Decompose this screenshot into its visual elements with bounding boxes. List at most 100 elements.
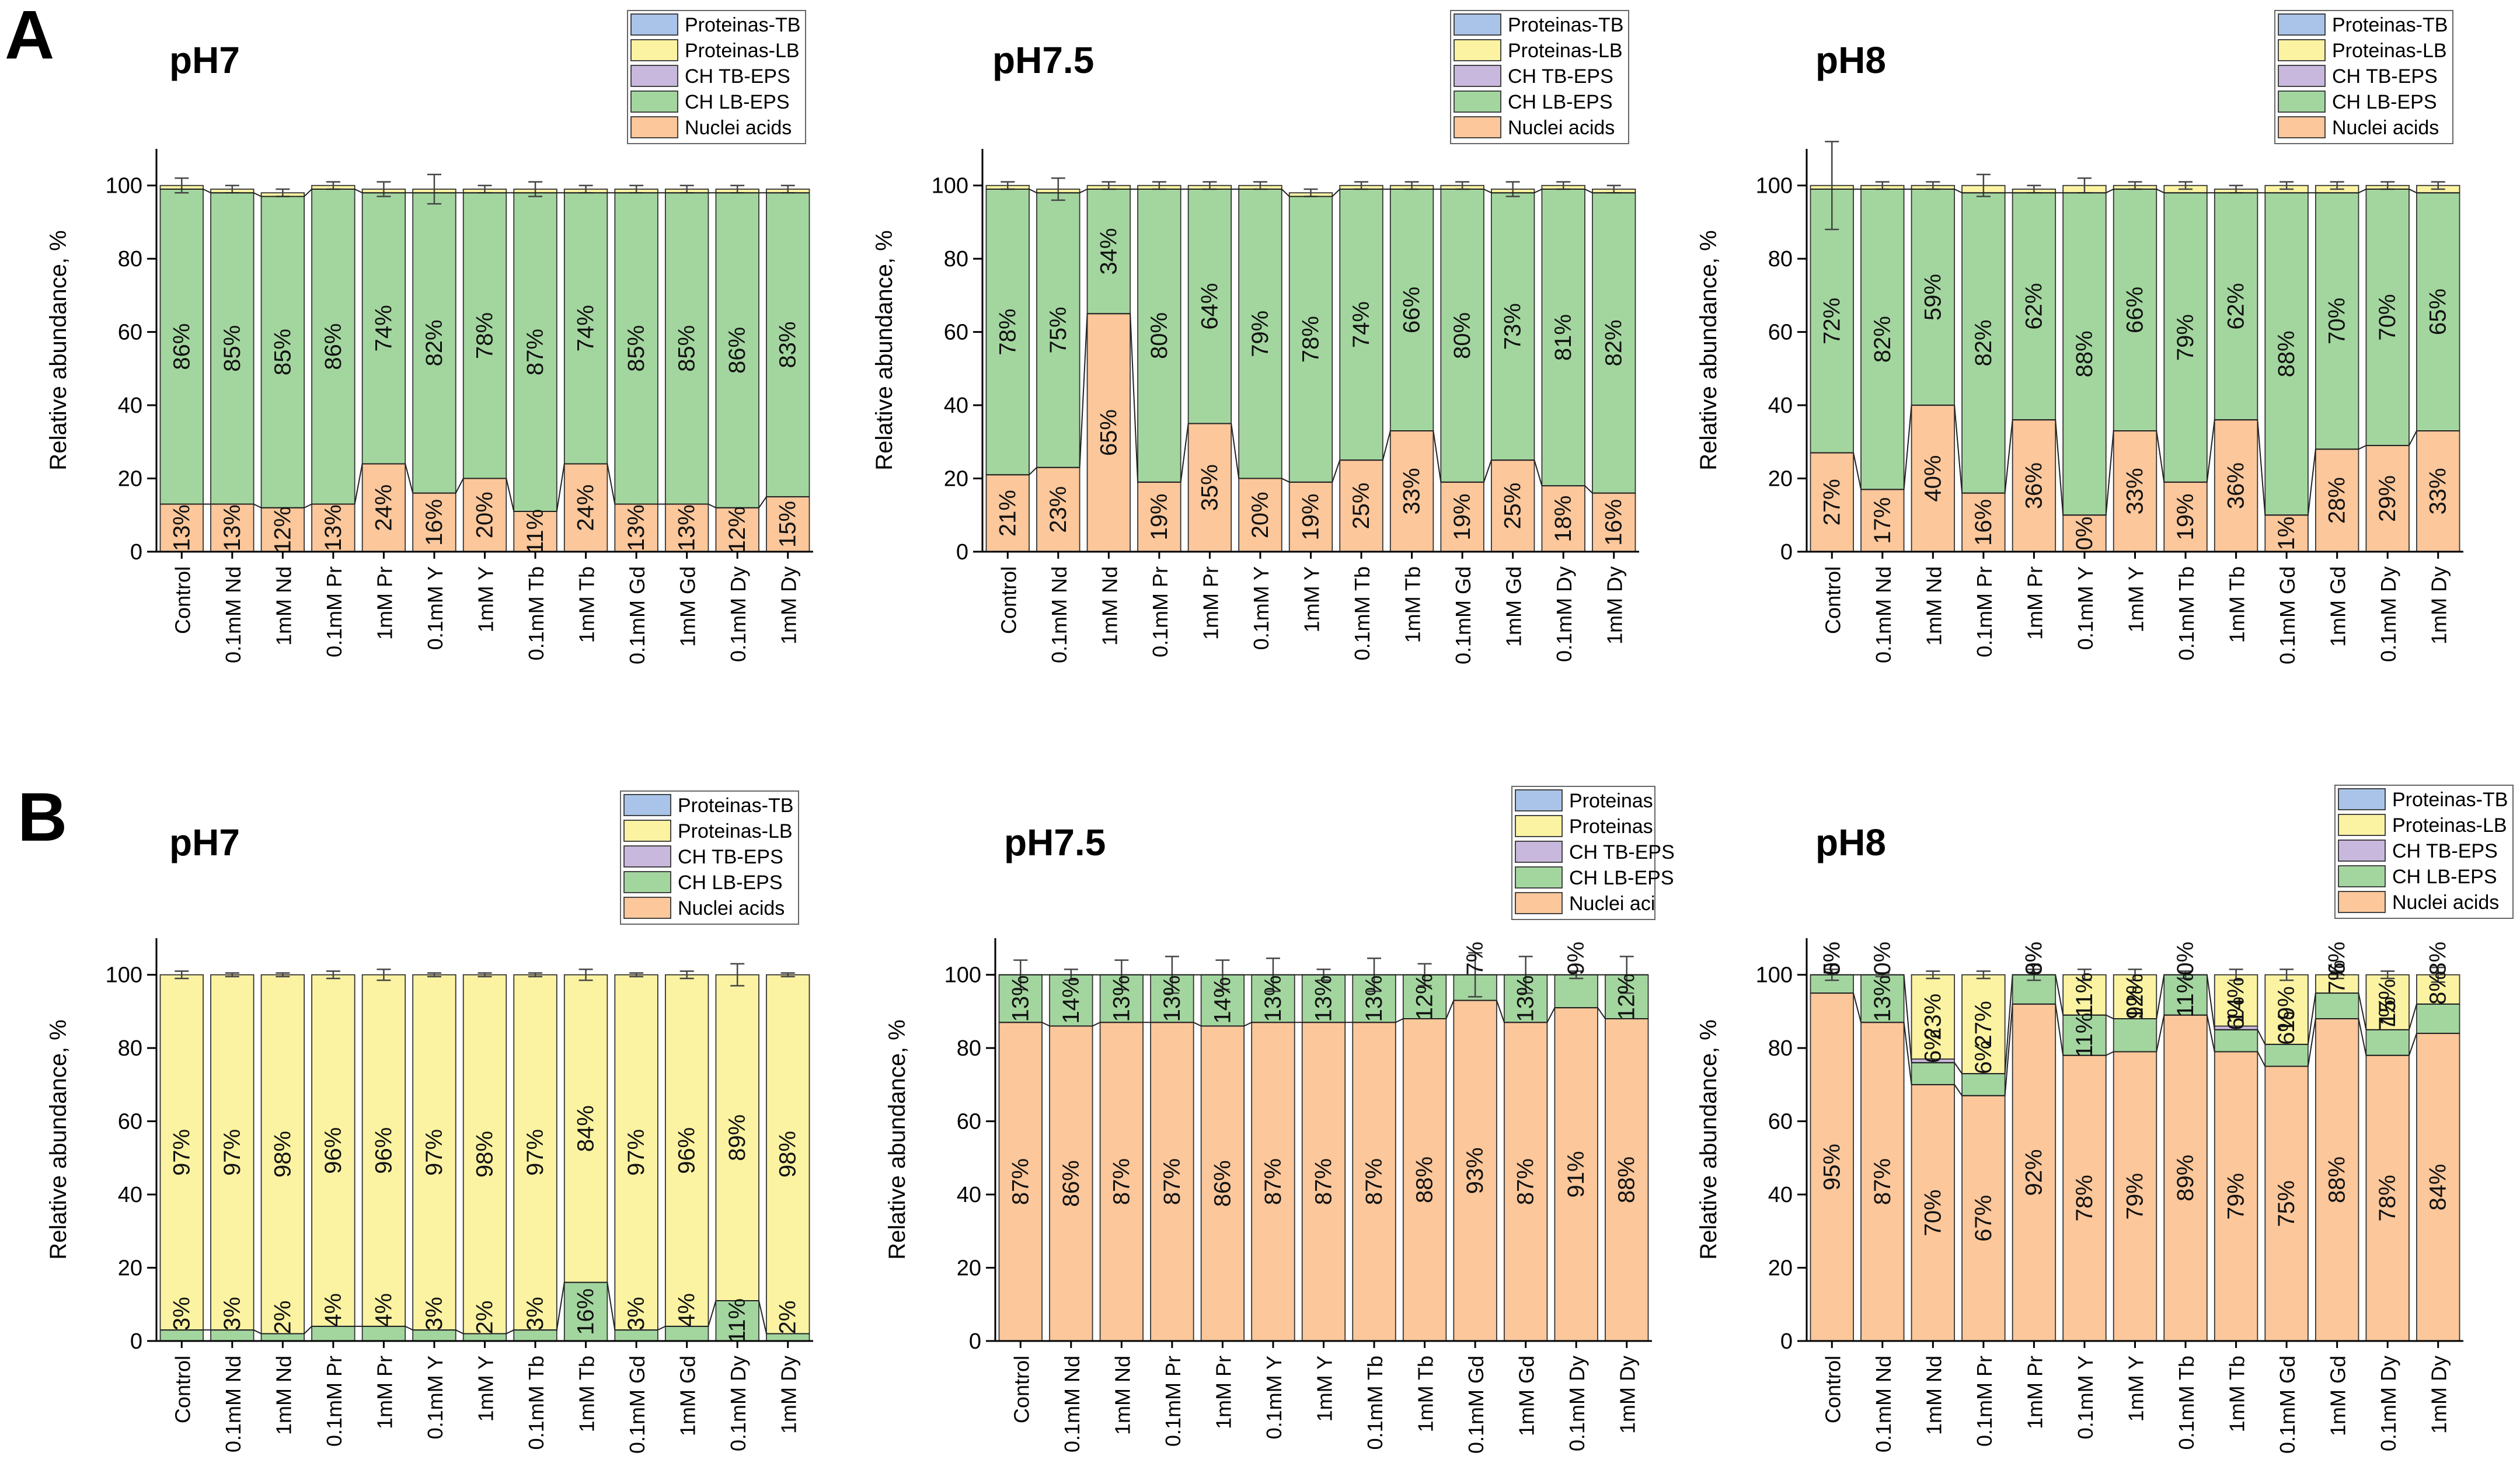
- data-label: 27%: [1971, 1001, 1996, 1047]
- legend-label: CH LB-EPS: [678, 872, 783, 894]
- chart-title: pH8: [1815, 39, 1886, 81]
- y-tick-label: 40: [1768, 1183, 1793, 1207]
- data-label: 9%: [2122, 985, 2148, 1019]
- data-label: 84%: [573, 1105, 599, 1152]
- y-tick-label: 100: [932, 174, 968, 198]
- data-label: 11%: [2173, 973, 2198, 1018]
- x-tick-label: 1mM Pr: [1198, 566, 1222, 640]
- data-label: 85%: [674, 325, 700, 372]
- bar-segment-ch-lb-eps: [1911, 1062, 1956, 1085]
- x-tick-label: 1mM Nd: [271, 566, 295, 646]
- legend-label: Proteinas-TB: [685, 14, 800, 36]
- bar-segment-proteinas-lb: [462, 974, 507, 1335]
- x-tick-label: 1mM Nd: [1097, 566, 1121, 646]
- bar-segment-ch-lb-eps: [1049, 974, 1093, 1027]
- bar-segment-nuclei-acids: [1099, 1022, 1144, 1342]
- legend-label: Proteinas-LB: [685, 40, 800, 62]
- legend-swatch: [2338, 840, 2386, 862]
- data-label: 13%: [219, 504, 245, 551]
- data-label: 0%: [2021, 942, 2047, 976]
- data-label: 92%: [2021, 1149, 2047, 1196]
- bar-segment-ch-lb-eps: [311, 1326, 355, 1342]
- y-tick-label: 0: [1780, 1329, 1793, 1354]
- bar-segment-nuclei-acids: [2365, 1054, 2410, 1342]
- bar-segment-ch-lb-eps: [1086, 189, 1131, 315]
- data-label: 74%: [573, 305, 599, 351]
- legend-swatch: [1454, 116, 1501, 138]
- data-label: 13%: [623, 504, 649, 551]
- y-tick-label: 100: [106, 174, 142, 198]
- chart-4: pH7.5 Relative abundance, % 0 20 40 60 80 100 Co…: [884, 786, 1675, 1454]
- y-tick-label: 40: [957, 1183, 981, 1207]
- x-tick-label: 0.1mM Gd: [2275, 1356, 2299, 1454]
- y-tick-label: 40: [118, 393, 142, 418]
- bar-segment-nuclei-acids: [1911, 1084, 1956, 1342]
- data-label: 88%: [2274, 330, 2299, 377]
- x-tick-label: 0.1mM Y: [1249, 566, 1273, 650]
- bar-segment-nuclei-acids: [2315, 1018, 2359, 1342]
- x-tick-label: Control: [996, 566, 1020, 634]
- data-label: 24%: [371, 485, 396, 531]
- legend: Proteinas-TB Proteinas-LB CH TB-EPS CH LB-E…: [2334, 785, 2514, 919]
- data-label: 0%: [1819, 942, 1845, 976]
- y-tick-label: 20: [118, 1256, 142, 1281]
- bar-segment-ch-lb-eps: [159, 189, 204, 505]
- legend-label: Proteinas-LB: [1508, 40, 1623, 62]
- data-label: 82%: [1870, 316, 1895, 363]
- y-tick-label: 80: [1768, 247, 1793, 271]
- bar-segment-ch-lb-eps: [361, 192, 406, 465]
- x-tick-label: 1mM Pr: [372, 1356, 396, 1429]
- legend-swatch: [2338, 865, 2386, 887]
- chart-title: pH7: [169, 39, 240, 81]
- legend-swatch: [623, 820, 671, 842]
- bar-segment-nuclei-acids: [1251, 1022, 1295, 1342]
- legend-swatch: [630, 90, 678, 113]
- data-label: 7%: [2324, 960, 2350, 994]
- data-label: 8%: [2425, 942, 2451, 976]
- legend-swatch: [2278, 39, 2326, 61]
- bar-segment-nuclei-acids: [1554, 1007, 1598, 1342]
- y-tick-label: 60: [944, 321, 968, 345]
- bar-segment-ch-lb-eps: [563, 1281, 608, 1342]
- x-tick-label: 0.1mM Gd: [625, 566, 649, 664]
- y-tick-label: 100: [106, 963, 142, 988]
- data-label: 66%: [2122, 287, 2148, 333]
- bar-segment-ch-lb-eps: [260, 196, 305, 508]
- x-tick-label: 0.1mM Gd: [1464, 1356, 1488, 1454]
- bar-segment-nuclei-acids: [664, 503, 709, 552]
- x-tick-label: 1mM Tb: [1401, 566, 1425, 643]
- chart-title: pH7.5: [992, 39, 1094, 81]
- x-tick-label: Control: [1009, 1356, 1033, 1423]
- data-label: 6%: [2324, 942, 2350, 976]
- bar-segment-nuclei-acids: [1860, 1022, 1905, 1342]
- x-tick-label: 1mM Tb: [575, 566, 599, 643]
- data-label: 88%: [1412, 1157, 1438, 1203]
- data-label: 87%: [1159, 1158, 1185, 1205]
- legend-swatch: [2278, 90, 2326, 113]
- y-tick-label: 100: [1756, 174, 1793, 198]
- data-label: 3%: [421, 1297, 447, 1330]
- bar-segment-ch-lb-eps: [361, 1326, 406, 1342]
- segment-connector-line: [999, 999, 1648, 1027]
- data-label: 13%: [1311, 975, 1337, 1022]
- x-tick-label: 1mM Gd: [676, 566, 700, 647]
- x-tick-label: 0.1mM Tb: [1363, 1356, 1387, 1450]
- data-label: 83%: [775, 322, 801, 368]
- data-label: 97%: [169, 1129, 194, 1176]
- y-tick-label: 60: [118, 321, 142, 345]
- x-tick-label: 1mM Nd: [1922, 566, 1946, 646]
- x-tick-label: 1mM Dy: [1616, 1356, 1640, 1434]
- data-label: 33%: [2425, 468, 2451, 514]
- chart-0: pH7 Relative abundance, % 0 20 40 60 80 100 Cont…: [46, 10, 813, 664]
- data-label: 70%: [2375, 294, 2400, 341]
- data-label: 2%: [270, 1301, 295, 1335]
- legend-swatch: [2278, 116, 2326, 138]
- data-label: 8%: [2425, 971, 2451, 1005]
- legend-label: Nuclei acids: [1508, 117, 1615, 139]
- bar-segment-proteinas-lb: [412, 974, 456, 1331]
- bar-segment-ch-lb-eps: [2315, 992, 2359, 1019]
- legend-label: Proteinas: [1569, 790, 1653, 812]
- data-label: 20%: [1247, 492, 1273, 538]
- data-label: 91%: [1563, 1151, 1589, 1198]
- y-tick-label: 100: [944, 963, 981, 988]
